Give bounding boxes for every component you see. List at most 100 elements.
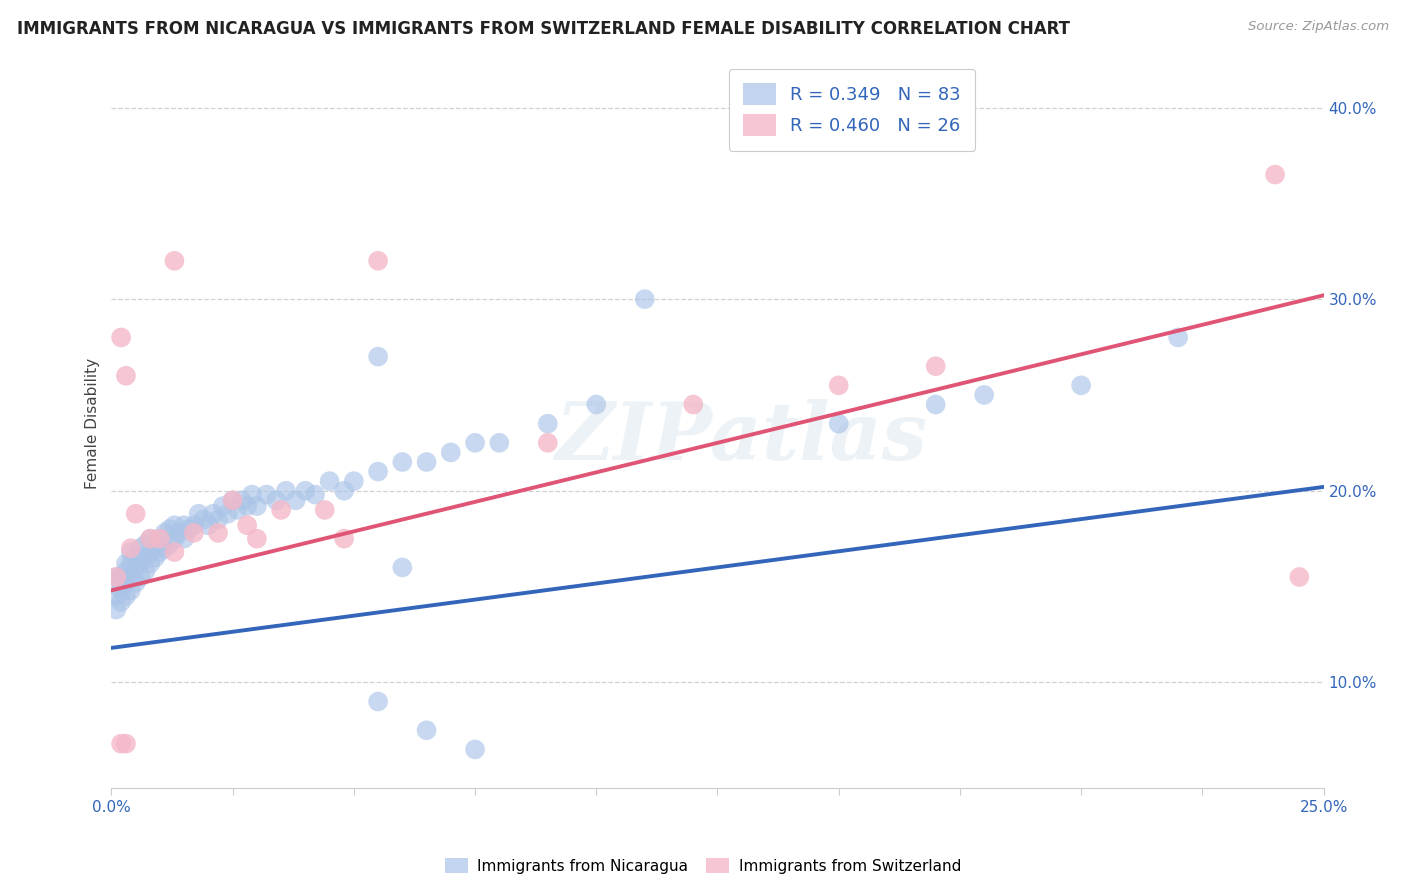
Point	[115, 564, 138, 578]
Point	[924, 397, 946, 411]
Point	[464, 742, 486, 756]
Text: Source: ZipAtlas.com: Source: ZipAtlas.com	[1249, 20, 1389, 33]
Point	[367, 350, 389, 364]
Text: ZIPatlas: ZIPatlas	[555, 400, 928, 477]
Point	[924, 359, 946, 374]
Point	[143, 537, 166, 551]
Point	[828, 417, 851, 431]
Point	[124, 550, 146, 565]
Point	[115, 575, 138, 590]
Point	[173, 532, 195, 546]
Point	[129, 570, 152, 584]
Point	[153, 525, 176, 540]
Point	[139, 545, 162, 559]
Point	[120, 541, 142, 556]
Point	[159, 537, 181, 551]
Point	[246, 499, 269, 513]
Point	[207, 525, 229, 540]
Point	[110, 580, 132, 594]
Point	[236, 499, 259, 513]
Point	[139, 532, 162, 546]
Point	[318, 474, 340, 488]
Point	[120, 570, 142, 584]
Point	[110, 583, 132, 598]
Point	[343, 474, 366, 488]
Point	[134, 564, 156, 578]
Point	[212, 499, 235, 513]
Point	[183, 518, 205, 533]
Point	[163, 253, 186, 268]
Point	[314, 503, 336, 517]
Point	[105, 589, 128, 603]
Point	[124, 575, 146, 590]
Point	[183, 525, 205, 540]
Point	[197, 518, 219, 533]
Point	[264, 493, 287, 508]
Point	[537, 435, 560, 450]
Point	[124, 560, 146, 574]
Point	[973, 388, 995, 402]
Point	[634, 292, 657, 306]
Point	[163, 545, 186, 559]
Y-axis label: Female Disability: Female Disability	[86, 358, 100, 489]
Point	[115, 368, 138, 383]
Point	[1167, 330, 1189, 344]
Point	[217, 507, 239, 521]
Point	[367, 694, 389, 708]
Point	[120, 583, 142, 598]
Point	[333, 483, 356, 498]
Point	[110, 595, 132, 609]
Point	[415, 723, 437, 738]
Point	[173, 518, 195, 533]
Point	[585, 397, 607, 411]
Point	[149, 532, 172, 546]
Point	[163, 532, 186, 546]
Point	[177, 522, 200, 536]
Point	[163, 518, 186, 533]
Point	[124, 507, 146, 521]
Point	[129, 557, 152, 571]
Point	[139, 532, 162, 546]
Point	[294, 483, 316, 498]
Point	[415, 455, 437, 469]
Point	[464, 435, 486, 450]
Point	[270, 503, 292, 517]
Point	[488, 435, 510, 450]
Point	[187, 507, 209, 521]
Point	[105, 570, 128, 584]
Point	[240, 487, 263, 501]
Point	[105, 570, 128, 584]
Point	[115, 557, 138, 571]
Point	[231, 493, 253, 508]
Point	[153, 541, 176, 556]
Point	[139, 557, 162, 571]
Point	[391, 560, 413, 574]
Point	[143, 550, 166, 565]
Point	[115, 589, 138, 603]
Point	[246, 532, 269, 546]
Point	[1070, 378, 1092, 392]
Point	[221, 493, 243, 508]
Point	[193, 512, 215, 526]
Point	[221, 493, 243, 508]
Point	[440, 445, 463, 459]
Point	[1288, 570, 1310, 584]
Point	[1264, 168, 1286, 182]
Point	[274, 483, 297, 498]
Point	[391, 455, 413, 469]
Point	[236, 518, 259, 533]
Point	[828, 378, 851, 392]
Point	[256, 487, 278, 501]
Point	[333, 532, 356, 546]
Point	[304, 487, 326, 501]
Point	[115, 737, 138, 751]
Point	[367, 253, 389, 268]
Point	[149, 532, 172, 546]
Point	[134, 550, 156, 565]
Point	[120, 557, 142, 571]
Point	[207, 512, 229, 526]
Point	[149, 545, 172, 559]
Point	[105, 602, 128, 616]
Legend: Immigrants from Nicaragua, Immigrants from Switzerland: Immigrants from Nicaragua, Immigrants fr…	[439, 852, 967, 880]
Point	[226, 503, 249, 517]
